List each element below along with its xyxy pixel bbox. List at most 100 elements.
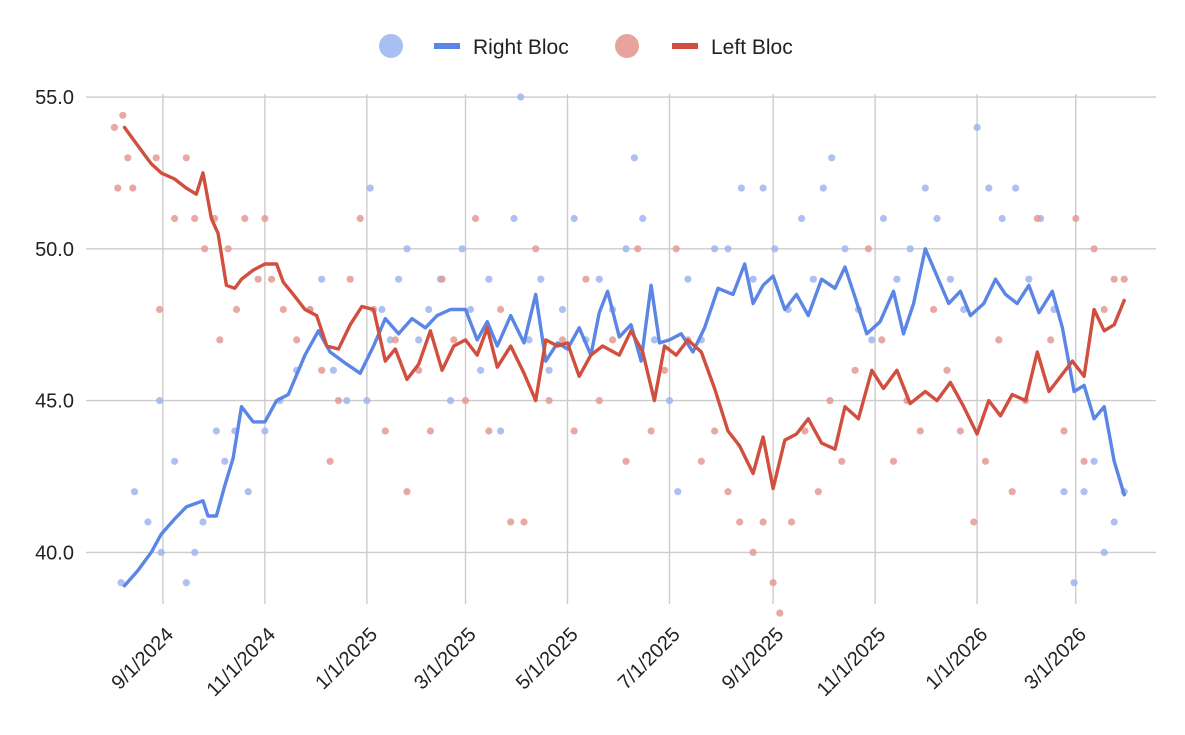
left-bloc-poll-dot — [930, 305, 938, 314]
right-bloc-poll-dot — [650, 336, 659, 344]
right-bloc-poll-dot — [558, 305, 567, 314]
right-bloc-poll-dot — [973, 123, 981, 131]
right-bloc-poll-dot — [684, 275, 692, 283]
left-bloc-poll-dot — [241, 214, 249, 223]
right-bloc-poll-dot — [199, 518, 207, 526]
right-bloc-poll-dot — [639, 214, 647, 223]
right-bloc-poll-dot — [130, 488, 139, 496]
x-tick-label: 1/1/2025 — [311, 624, 382, 695]
left-bloc-poll-dot — [268, 275, 276, 283]
right-bloc-poll-dot — [724, 245, 732, 253]
y-tick-label: 45.0 — [35, 391, 74, 413]
left-bloc-poll-dot — [1110, 275, 1118, 283]
right-bloc-poll-dot — [998, 214, 1006, 223]
left-bloc-poll-dot — [1008, 488, 1016, 496]
left-bloc-poll-dot — [356, 214, 364, 223]
left-bloc-poll-dot — [736, 518, 744, 526]
left-bloc-poll-dot — [191, 214, 199, 223]
axes: 40.0 45.0 50.0 55.0 9/1/2024 11/1/2024 1/1/202… — [35, 87, 1091, 701]
x-tick-label: 7/1/2025 — [614, 624, 685, 695]
right-bloc-poll-dot — [446, 397, 455, 405]
right-bloc-trend-line — [122, 247, 1126, 588]
left-bloc-poll-dot — [485, 427, 493, 435]
left-bloc-poll-dot — [216, 336, 224, 344]
left-bloc-poll-dot — [201, 245, 209, 253]
right-bloc-poll-dot — [737, 184, 746, 192]
left-bloc-poll-dot — [943, 366, 951, 374]
right-bloc-poll-dot — [906, 245, 914, 253]
left-bloc-poll-dot — [1033, 214, 1041, 223]
left-bloc-poll-dot — [182, 154, 190, 162]
left-bloc-poll-dot — [232, 305, 241, 314]
right-bloc-poll-dot — [622, 245, 630, 253]
left-bloc-poll-dot — [724, 488, 732, 496]
right-bloc-poll-dot — [893, 275, 901, 283]
right-bloc-poll-dot — [466, 305, 475, 314]
right-bloc-poll-dot — [261, 427, 269, 435]
right-bloc-poll-dot — [819, 184, 827, 192]
legend: Right Bloc Left Bloc — [379, 34, 793, 59]
left-bloc-poll-dot — [956, 427, 965, 435]
left-bloc-poll-dot — [1100, 305, 1108, 314]
left-bloc-poll-dot — [497, 305, 505, 314]
left-bloc-poll-dot — [851, 366, 859, 374]
legend-left-bloc-line — [672, 43, 698, 49]
right-bloc-poll-dot — [665, 397, 674, 405]
right-bloc-poll-dot — [244, 488, 252, 496]
left-bloc-poll-dot — [426, 427, 434, 435]
right-bloc-poll-dot — [497, 427, 505, 435]
left-bloc-poll-dot — [558, 336, 567, 344]
right-bloc-poll-dot — [749, 275, 757, 283]
left-bloc-poll-dot — [672, 245, 680, 253]
left-bloc-trend-line — [122, 125, 1126, 491]
left-bloc-poll-dot — [622, 457, 630, 465]
left-bloc-poll-dot — [156, 305, 164, 314]
left-bloc-poll-dot — [318, 366, 326, 374]
left-bloc-poll-dot — [970, 518, 978, 526]
x-tick-label: 5/1/2025 — [512, 624, 583, 695]
right-bloc-poll-dot — [378, 305, 386, 314]
right-bloc-poll-dot — [403, 245, 411, 253]
left-bloc-poll-dot — [129, 184, 137, 192]
right-bloc-poll-dot — [933, 214, 941, 223]
x-tick-label: 1/1/2026 — [922, 624, 993, 695]
right-bloc-poll-dot — [144, 518, 152, 526]
left-bloc-poll-dot — [864, 245, 873, 253]
x-tick-label: 11/1/2024 — [203, 624, 280, 701]
left-bloc-poll-dot — [114, 184, 122, 192]
left-bloc-poll-dot — [878, 336, 886, 344]
left-bloc-poll-dot — [171, 214, 179, 223]
left-bloc-poll-dot — [769, 579, 777, 587]
left-bloc-poll-dot — [450, 336, 458, 344]
right-bloc-poll-dot — [415, 336, 423, 344]
right-bloc-poll-dot — [425, 305, 433, 314]
y-tick-label: 40.0 — [35, 542, 74, 564]
legend-left-bloc-dot — [615, 34, 639, 58]
left-bloc-poll-dot — [403, 488, 411, 496]
right-bloc-poll-dot — [879, 214, 888, 223]
right-bloc-poll-dot — [171, 457, 179, 465]
left-bloc-poll-dot — [507, 518, 515, 526]
right-bloc-poll-dot — [595, 275, 603, 283]
left-bloc-poll-dot — [660, 366, 669, 374]
left-bloc-poll-dot — [520, 518, 528, 526]
right-bloc-poll-dot — [946, 275, 955, 283]
left-bloc-poll-dot — [995, 336, 1003, 344]
left-bloc-poll-dot — [889, 457, 898, 465]
left-bloc-poll-dot — [981, 457, 990, 465]
right-bloc-poll-dot — [674, 488, 682, 496]
x-tick-label: 3/1/2026 — [1020, 624, 1091, 695]
right-bloc-poll-dot — [828, 154, 836, 162]
right-bloc-poll-dot — [212, 427, 220, 435]
right-bloc-poll-dot — [759, 184, 767, 192]
left-bloc-poll-dot — [110, 123, 118, 131]
right-bloc-poll-dot — [221, 457, 229, 465]
left-bloc-poll-dot — [471, 214, 480, 223]
right-bloc-poll-dot — [117, 579, 125, 587]
left-bloc-poll-dot — [346, 275, 354, 283]
right-bloc-poll-dot — [363, 397, 371, 405]
left-bloc-poll-dot — [438, 275, 446, 283]
right-bloc-poll-dot — [386, 336, 394, 344]
trend-lines — [122, 125, 1126, 588]
